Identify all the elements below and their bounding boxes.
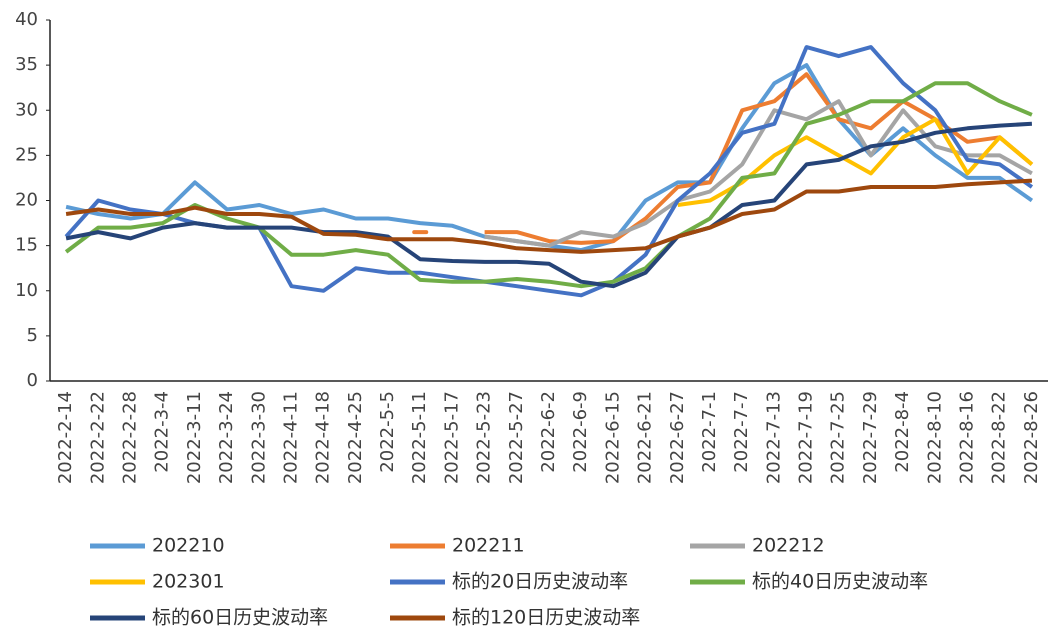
y-tick-label: 30 xyxy=(15,99,38,120)
series-line xyxy=(65,178,1033,254)
y-tick-label: 35 xyxy=(15,54,38,75)
x-tick-label: 2022-5-27 xyxy=(506,391,527,484)
x-tick-label: 2022-6-2 xyxy=(538,391,559,473)
legend-label: 202212 xyxy=(752,535,825,557)
x-tick-label: 2022-7-29 xyxy=(860,391,881,484)
x-tick-label: 2022-8-10 xyxy=(924,391,945,484)
x-tick-label: 2022-8-16 xyxy=(957,391,978,484)
x-tick-label: 2022-6-27 xyxy=(667,391,688,484)
legend-label: 标的20日历史波动率 xyxy=(452,571,628,593)
series-line xyxy=(484,72,1034,245)
x-tick-label: 2022-5-11 xyxy=(409,391,430,484)
x-tick-label: 2022-7-19 xyxy=(796,391,817,484)
x-tick-label: 2022-5-5 xyxy=(377,391,398,473)
legend-label: 202211 xyxy=(452,535,525,557)
series-line xyxy=(484,99,1033,248)
x-tick-label: 2022-6-21 xyxy=(635,391,656,484)
x-tick-label: 2022-4-11 xyxy=(280,391,301,484)
legend-label: 202301 xyxy=(152,571,225,593)
x-tick-label: 2022-5-23 xyxy=(474,391,495,484)
x-tick-label: 2022-3-30 xyxy=(248,391,269,484)
series-line xyxy=(64,45,1034,298)
x-tick-label: 2022-7-1 xyxy=(699,391,720,473)
x-tick-label: 2022-8-22 xyxy=(989,391,1010,484)
y-tick-label: 15 xyxy=(15,235,38,256)
legend-label: 标的60日历史波动率 xyxy=(152,607,328,629)
x-tick-label: 2022-8-4 xyxy=(892,391,913,473)
series-line xyxy=(64,81,1033,289)
x-tick-label: 2022-4-18 xyxy=(313,391,334,484)
legend-label: 标的120日历史波动率 xyxy=(452,607,640,629)
x-tick-label: 2022-3-24 xyxy=(216,391,237,484)
x-tick-label: 2022-8-26 xyxy=(1021,391,1042,484)
x-tick-label: 2022-7-7 xyxy=(731,391,752,473)
legend-label: 标的40日历史波动率 xyxy=(752,571,928,593)
x-tick-label: 2022-2-14 xyxy=(55,391,76,484)
y-tick-label: 10 xyxy=(15,280,38,301)
series-line xyxy=(65,121,1033,289)
x-tick-label: 2022-7-13 xyxy=(763,391,784,484)
y-tick-label: 5 xyxy=(27,325,38,346)
x-tick-label: 2022-4-25 xyxy=(345,391,366,484)
x-tick-label: 2022-6-9 xyxy=(570,391,591,473)
y-tick-label: 25 xyxy=(15,144,38,165)
x-tick-label: 2022-6-15 xyxy=(602,391,623,484)
x-tick-label: 2022-7-25 xyxy=(828,391,849,484)
y-tick-label: 40 xyxy=(15,9,38,30)
y-tick-label: 20 xyxy=(15,190,38,211)
x-tick-label: 2022-2-22 xyxy=(87,391,108,484)
y-tick-label: 0 xyxy=(27,370,38,391)
legend-label: 202210 xyxy=(152,535,225,557)
x-tick-label: 2022-3-4 xyxy=(152,391,173,473)
x-tick-label: 2022-2-28 xyxy=(119,391,140,484)
x-tick-label: 2022-3-11 xyxy=(184,391,205,484)
x-tick-label: 2022-5-17 xyxy=(441,391,462,484)
